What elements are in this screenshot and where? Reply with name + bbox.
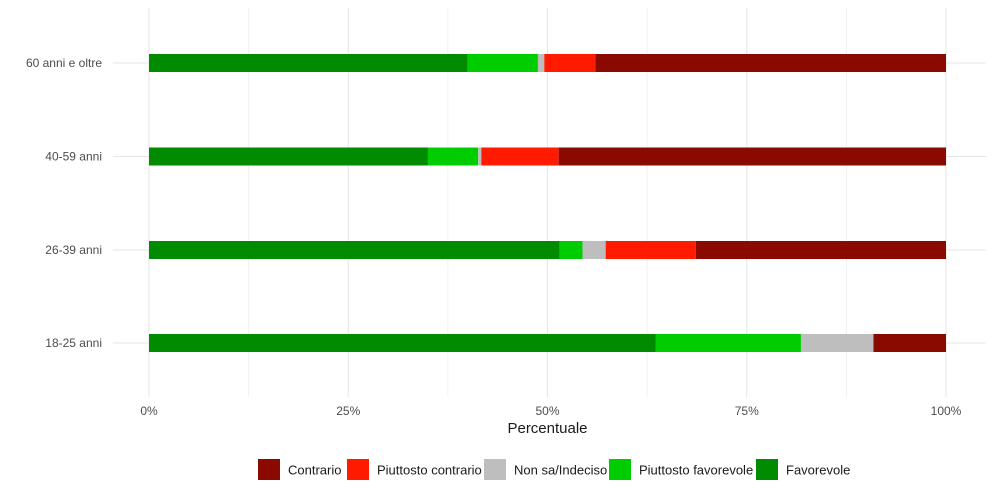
y-axis: 60 anni e oltre 40-59 anni 26-39 anni 18-25… (26, 56, 102, 350)
x-axis-title: Percentuale (507, 420, 587, 437)
bar-segment (582, 241, 606, 259)
legend-swatch (258, 459, 280, 480)
bar-segment (873, 334, 946, 352)
bar-segment (149, 54, 468, 72)
y-tick-label: 40-59 anni (45, 150, 102, 164)
bars (149, 54, 946, 352)
bar-segment (559, 241, 583, 259)
legend: Contrario Piuttosto contrario Non sa/Indec… (258, 459, 850, 480)
legend-item: Favorevole (756, 459, 850, 480)
legend-label: Piuttosto favorevole (639, 463, 753, 478)
x-tick-label: 25% (336, 404, 360, 418)
legend-label: Favorevole (786, 463, 850, 478)
legend-item: Piuttosto contrario (347, 459, 482, 480)
x-tick-label: 100% (931, 404, 962, 418)
legend-swatch (756, 459, 778, 480)
bar-group (149, 334, 946, 352)
bar-segment (655, 334, 801, 352)
legend-swatch (484, 459, 506, 480)
x-axis: 0% 25% 50% 75% 100% (140, 404, 961, 418)
bar-segment (695, 241, 946, 259)
bar-segment (605, 241, 696, 259)
legend-item: Contrario (258, 459, 341, 480)
y-tick-label: 60 anni e oltre (26, 56, 102, 70)
legend-swatch (609, 459, 631, 480)
bar-segment (544, 54, 596, 72)
legend-label: Contrario (288, 463, 341, 478)
x-tick-label: 75% (735, 404, 759, 418)
y-tick-label: 26-39 anni (45, 243, 102, 257)
legend-item: Non sa/Indeciso (484, 459, 607, 480)
bar-segment (478, 147, 482, 166)
bar-group (149, 147, 946, 166)
bar-segment (558, 147, 946, 166)
bar-segment (800, 334, 874, 352)
legend-label: Non sa/Indeciso (514, 463, 607, 478)
bar-segment (149, 241, 560, 259)
x-tick-label: 0% (140, 404, 158, 418)
y-tick-label: 18-25 anni (45, 336, 102, 350)
x-tick-label: 50% (535, 404, 559, 418)
bar-segment (481, 147, 559, 166)
bar-segment (595, 54, 946, 72)
legend-label: Piuttosto contrario (377, 463, 482, 478)
legend-item: Piuttosto favorevole (609, 459, 753, 480)
bar-group (149, 241, 946, 259)
bar-segment (149, 147, 428, 166)
bar-segment (537, 54, 545, 72)
bar-group (149, 54, 946, 72)
legend-swatch (347, 459, 369, 480)
bar-segment (427, 147, 479, 166)
bar-segment (467, 54, 538, 72)
bar-segment (149, 334, 656, 352)
